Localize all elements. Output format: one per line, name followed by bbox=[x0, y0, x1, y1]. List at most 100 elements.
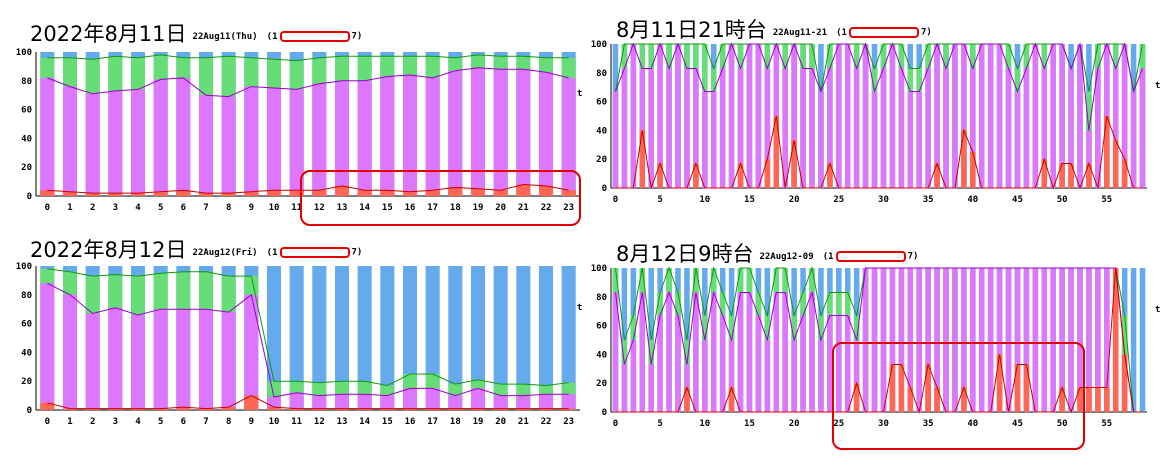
bar-purple bbox=[1095, 68, 1101, 188]
bar-red bbox=[266, 407, 282, 410]
bar-red bbox=[853, 383, 860, 412]
bar-idle bbox=[334, 266, 350, 410]
bar-purple bbox=[943, 268, 949, 412]
x-tick-label: 7 bbox=[203, 417, 208, 427]
bar-purple bbox=[1050, 44, 1056, 188]
bar-purple bbox=[853, 68, 860, 188]
bar-purple bbox=[198, 309, 214, 410]
bar-purple bbox=[907, 268, 914, 412]
bar-red bbox=[1014, 364, 1021, 412]
right-marker: t bbox=[577, 89, 582, 99]
bar-purple bbox=[818, 91, 824, 188]
bar-idle bbox=[312, 266, 327, 410]
paren-close: 7) bbox=[920, 27, 932, 38]
bar-red bbox=[1104, 387, 1110, 412]
bar-red bbox=[153, 408, 168, 410]
y-tick-label: 0 bbox=[602, 184, 607, 194]
bar-purple bbox=[108, 90, 123, 196]
x-tick-label: 10 bbox=[269, 417, 280, 427]
bar-purple bbox=[916, 268, 922, 412]
bar-red bbox=[827, 163, 833, 188]
x-tick-label: 6 bbox=[181, 417, 186, 427]
chart-aug11-21h: 100 80 60 40 20 00 5 10 15 20 25 30 35 40 45 50 55 t bbox=[591, 40, 1161, 205]
bar-idle bbox=[1139, 268, 1146, 412]
bar-purple bbox=[952, 268, 958, 412]
x-tick-label: 45 bbox=[1012, 195, 1023, 205]
y-tick-label: 20 bbox=[596, 155, 607, 165]
bar-red bbox=[538, 185, 554, 196]
bar-red bbox=[561, 190, 576, 196]
x-tick-label: 10 bbox=[699, 419, 710, 429]
bar-purple bbox=[1095, 268, 1101, 412]
bar-purple bbox=[1086, 130, 1092, 188]
bar-purple bbox=[493, 395, 508, 410]
x-tick-label: 17 bbox=[427, 203, 438, 213]
bar-purple bbox=[153, 79, 168, 196]
bar-red bbox=[470, 188, 486, 196]
bar-red bbox=[289, 190, 304, 196]
bar-red bbox=[108, 408, 123, 410]
bar-purple bbox=[719, 315, 726, 412]
bar-red bbox=[62, 408, 78, 410]
bar-red bbox=[289, 408, 304, 410]
x-tick-label: 17 bbox=[427, 417, 438, 427]
x-tick-label: 4 bbox=[135, 203, 141, 213]
x-tick-label: 10 bbox=[699, 195, 710, 205]
bar-red bbox=[925, 364, 931, 412]
bar-purple bbox=[764, 68, 771, 188]
bar-red bbox=[470, 408, 486, 410]
bar-purple bbox=[693, 292, 699, 412]
series-line-green bbox=[47, 268, 569, 387]
bar-red bbox=[266, 190, 282, 196]
paren-close: 7) bbox=[351, 31, 363, 42]
bar-red bbox=[176, 407, 191, 410]
bar-purple bbox=[1121, 44, 1128, 188]
bar-purple bbox=[1005, 268, 1012, 412]
bar-purple bbox=[1139, 68, 1146, 188]
bar-purple bbox=[898, 68, 905, 188]
bar-red bbox=[402, 408, 418, 410]
bar-purple bbox=[657, 44, 663, 188]
bar-purple bbox=[719, 68, 726, 188]
x-tick-label: 5 bbox=[158, 417, 163, 427]
bar-red bbox=[221, 407, 236, 410]
redaction-mark bbox=[279, 31, 350, 42]
x-tick-label: 13 bbox=[337, 417, 348, 427]
bar-red bbox=[639, 130, 646, 188]
x-tick-label: 4 bbox=[135, 417, 141, 427]
x-tick-label: 18 bbox=[450, 417, 461, 427]
x-tick-label: 20 bbox=[495, 417, 506, 427]
bar-purple bbox=[782, 68, 788, 188]
bar-purple bbox=[871, 268, 878, 412]
panel-title: 2022年8月12日 22Aug12(Fri) (1 7) bbox=[30, 234, 362, 264]
bar-purple bbox=[666, 292, 672, 412]
bar-idle bbox=[289, 266, 304, 410]
panel-title-date: 2022年8月12日 bbox=[30, 238, 187, 262]
bar-purple bbox=[1014, 91, 1021, 188]
bar-purple bbox=[675, 315, 681, 412]
bar-red bbox=[898, 364, 905, 412]
x-tick-label: 15 bbox=[744, 195, 755, 205]
x-tick-label: 0 bbox=[45, 417, 50, 427]
bar-purple bbox=[943, 68, 949, 188]
bar-purple bbox=[1005, 68, 1012, 188]
bar-purple bbox=[561, 77, 576, 196]
bar-red bbox=[737, 163, 744, 188]
bar-purple bbox=[1023, 268, 1030, 412]
bar-purple bbox=[85, 93, 100, 196]
x-tick-label: 50 bbox=[1057, 195, 1068, 205]
series-line-purple bbox=[615, 267, 1143, 413]
y-tick-label: 0 bbox=[602, 408, 607, 418]
bar-red bbox=[312, 190, 327, 196]
y-tick-label: 60 bbox=[596, 322, 607, 332]
bar-purple bbox=[153, 309, 168, 410]
x-tick-label: 23 bbox=[563, 203, 574, 213]
y-tick-label: 60 bbox=[21, 106, 32, 116]
redaction-mark bbox=[835, 251, 906, 262]
bar-red bbox=[1059, 163, 1065, 188]
bar-purple bbox=[425, 77, 440, 196]
y-tick-label: 100 bbox=[591, 264, 607, 274]
bar-idle bbox=[357, 266, 372, 410]
bar-purple bbox=[853, 340, 860, 412]
